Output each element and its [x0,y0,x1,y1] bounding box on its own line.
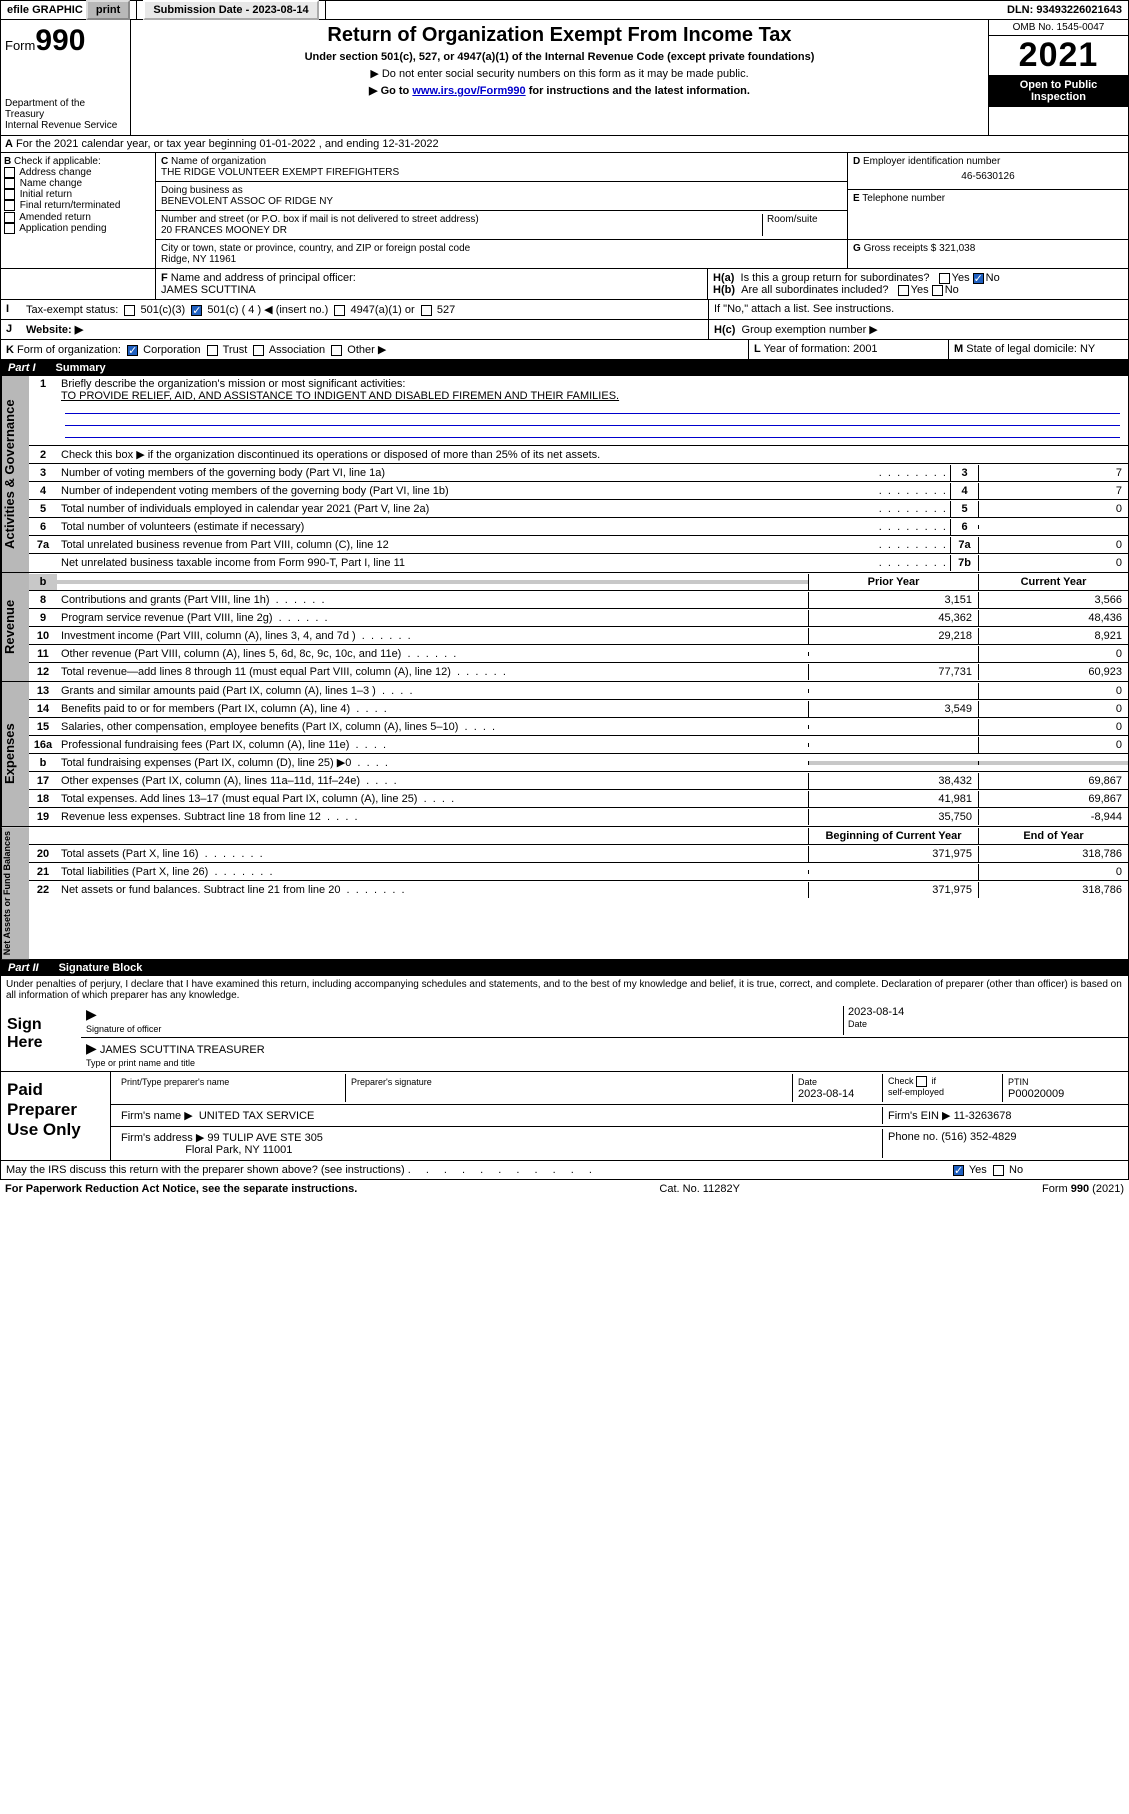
discuss-row: May the IRS discuss this return with the… [0,1161,1129,1180]
paid-preparer-block: Paid Preparer Use Only Print/Type prepar… [0,1072,1129,1161]
form-number: Form990 [5,24,126,58]
open-public: Open to Public Inspection [989,75,1128,107]
governance-section: Activities & Governance 1 Briefly descri… [0,376,1129,573]
dba: BENEVOLENT ASSOC OF RIDGE NY [161,196,333,207]
irs-label: Internal Revenue Service [5,120,126,131]
submission-date: Submission Date - 2023-08-14 [143,0,318,20]
fh-block: F Name and address of principal officer:… [0,269,1129,300]
hno-checkbox[interactable] [973,273,984,284]
corp-checkbox[interactable] [127,345,138,356]
top-bar: efile GRAPHIC print Submission Date - 20… [0,0,1129,20]
street: 20 FRANCES MOONEY DR [161,225,287,236]
vtab-revenue: Revenue [1,573,29,681]
tax-year: 2021 [989,36,1128,75]
form-subtitle: Under section 501(c), 527, or 4947(a)(1)… [135,51,984,63]
vtab-net: Net Assets or Fund Balances [1,827,29,959]
expenses-section: Expenses 13Grants and similar amounts pa… [0,682,1129,827]
print-button[interactable]: print [86,0,130,20]
entity-block: B Check if applicable: Address change Na… [0,153,1129,269]
form-header: Form990 Department of the Treasury Inter… [0,20,1129,136]
ptin: P00020009 [1008,1088,1064,1100]
paid-label: Paid Preparer Use Only [1,1072,111,1160]
phone: (516) 352-4829 [941,1131,1016,1143]
part2-header: Part IISignature Block [0,960,1129,976]
vtab-expenses: Expenses [1,682,29,826]
form-title: Return of Organization Exempt From Incom… [135,24,984,47]
ssn-note: ▶ Do not enter social security numbers o… [135,67,984,80]
firm-name: UNITED TAX SERVICE [199,1110,315,1122]
vtab-governance: Activities & Governance [1,376,29,572]
principal-officer: JAMES SCUTTINA [161,284,256,296]
sign-here-label: Sign Here [1,1004,81,1071]
mission: TO PROVIDE RELIEF, AID, AND ASSISTANCE T… [61,390,619,402]
footer: For Paperwork Reduction Act Notice, see … [0,1180,1129,1198]
goto-note: ▶ Go to www.irs.gov/Form990 for instruct… [135,84,984,97]
netassets-section: Net Assets or Fund Balances Beginning of… [0,827,1129,960]
revenue-section: Revenue bPrior YearCurrent Year 8Contrib… [0,573,1129,682]
efile-label: efile GRAPHIC print [1,1,137,19]
officer-name: JAMES SCUTTINA TREASURER [100,1044,265,1056]
perjury: Under penalties of perjury, I declare th… [0,976,1129,1004]
sign-here-block: Sign Here ▶Signature of officer2023-08-1… [0,1004,1129,1072]
dept-treasury: Department of the Treasury [5,98,126,120]
city: Ridge, NY 11961 [161,254,236,265]
irs-link[interactable]: www.irs.gov/Form990 [412,85,525,97]
line-a: A For the 2021 calendar year, or tax yea… [0,136,1129,153]
gross-receipts: 321,038 [939,243,975,254]
ein: 46-5630126 [853,167,1123,186]
part1-header: Part ISummary [0,360,1129,376]
dln: DLN: 93493226021643 [1001,1,1128,19]
501c-checkbox[interactable] [191,305,202,316]
org-name: THE RIDGE VOLUNTEER EXEMPT FIREFIGHTERS [161,167,399,178]
firm-ein: 11-3263678 [954,1110,1012,1122]
discuss-yes[interactable] [953,1165,964,1176]
omb-number: OMB No. 1545-0047 [989,20,1128,36]
